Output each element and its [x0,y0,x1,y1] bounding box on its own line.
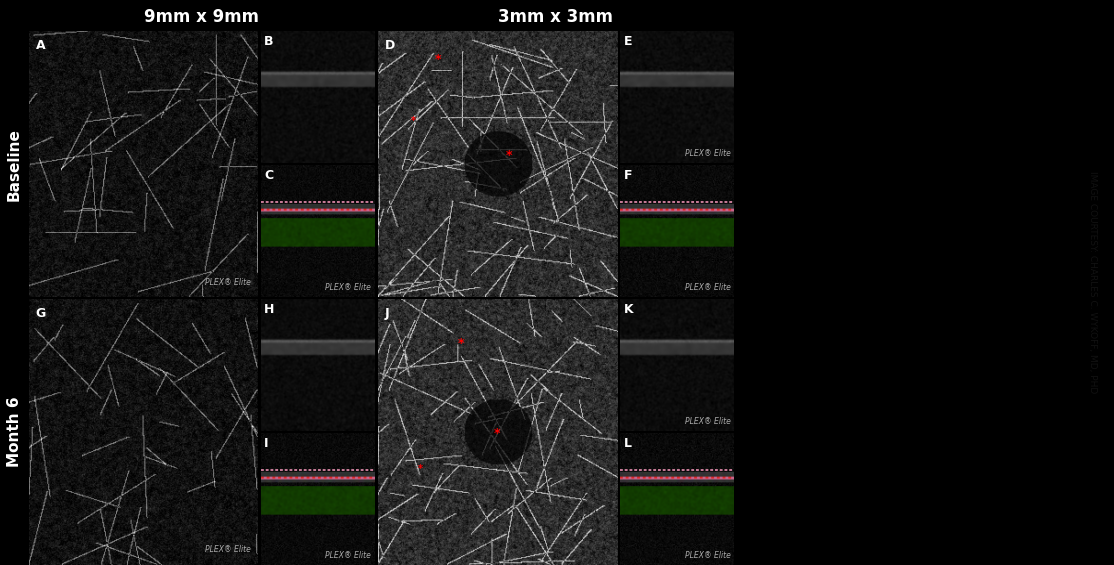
Text: J: J [384,307,390,320]
Text: PLEX® Elite: PLEX® Elite [205,277,251,286]
Text: *: * [506,149,512,162]
Text: E: E [624,35,633,48]
Text: G: G [36,307,46,320]
Text: Baseline: Baseline [7,128,22,201]
Text: I: I [264,437,268,450]
Text: Month 6: Month 6 [7,397,22,467]
Text: *: * [418,464,423,474]
Text: *: * [495,427,500,440]
Text: PLEX® Elite: PLEX® Elite [325,551,371,560]
Text: *: * [458,337,465,350]
Text: PLEX® Elite: PLEX® Elite [205,545,251,554]
Text: PLEX® Elite: PLEX® Elite [685,417,731,426]
Text: *: * [434,53,441,66]
Text: 9mm x 9mm: 9mm x 9mm [144,8,260,26]
Text: D: D [384,39,395,52]
Text: A: A [36,39,46,52]
Text: PLEX® Elite: PLEX® Elite [685,149,731,158]
Text: PLEX® Elite: PLEX® Elite [685,283,731,292]
Text: PLEX® Elite: PLEX® Elite [325,283,371,292]
Text: H: H [264,303,274,316]
Text: K: K [624,303,634,316]
Text: *: * [411,116,416,126]
Text: B: B [264,35,274,48]
Text: PLEX® Elite: PLEX® Elite [685,551,731,560]
Text: IMAGE COURTESY: CHARLES C. WYKOFF, MD, PHD: IMAGE COURTESY: CHARLES C. WYKOFF, MD, P… [1088,171,1097,394]
Text: C: C [264,169,273,182]
Text: F: F [624,169,633,182]
Text: 3mm x 3mm: 3mm x 3mm [498,8,614,26]
Text: L: L [624,437,632,450]
